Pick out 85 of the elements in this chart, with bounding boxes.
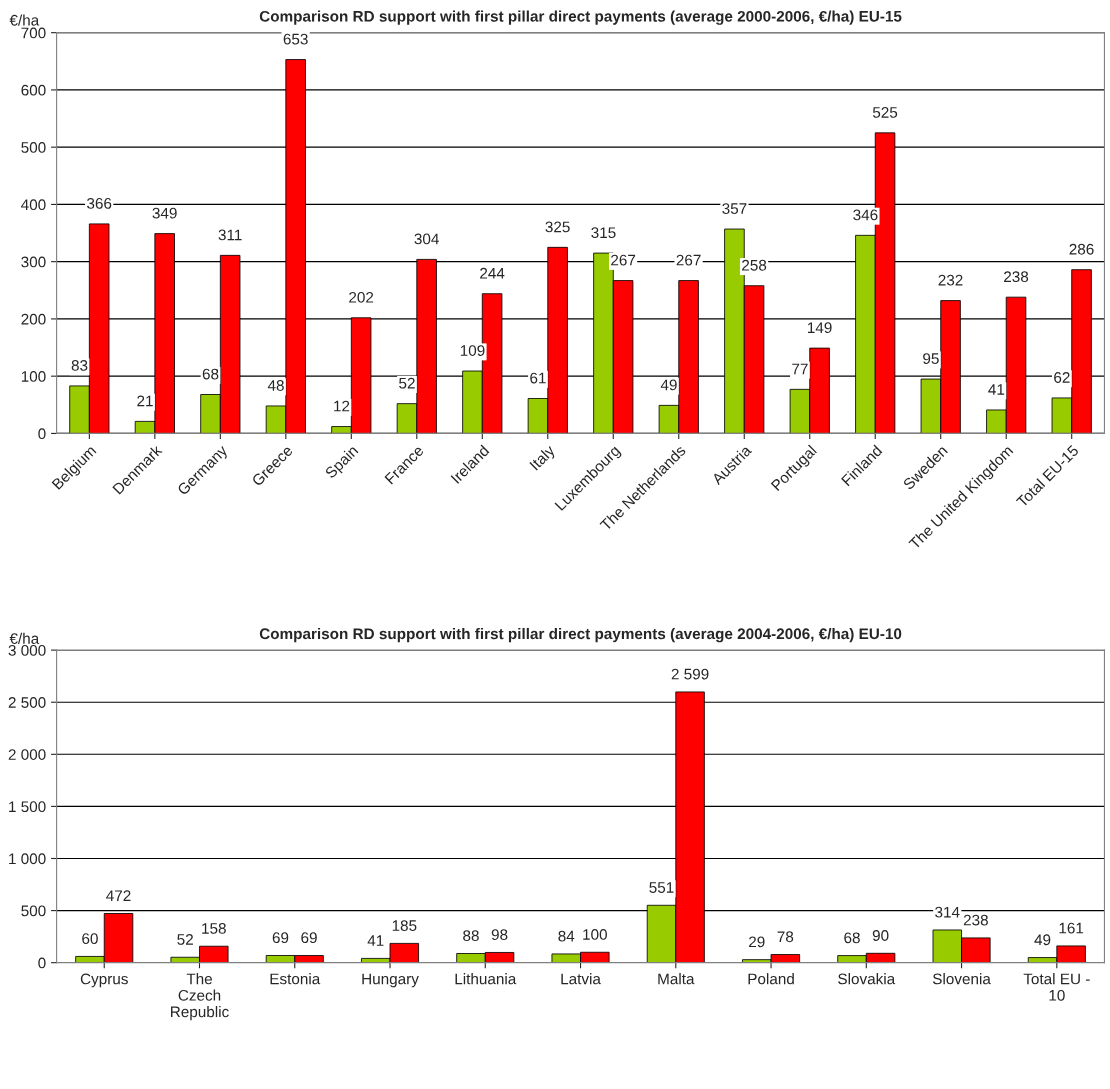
data-label: 267 bbox=[611, 254, 636, 266]
data-label: 158 bbox=[202, 923, 226, 934]
data-label: 149 bbox=[807, 322, 832, 334]
data-label: 78 bbox=[777, 931, 794, 943]
data-label: 258 bbox=[742, 259, 767, 271]
data-label: 2 599 bbox=[671, 668, 709, 680]
data-label: 95 bbox=[923, 353, 939, 364]
y-tick-label: 2 000 bbox=[8, 749, 46, 760]
data-label: 48 bbox=[267, 380, 284, 391]
y-tick-label: 1 500 bbox=[9, 801, 46, 813]
data-label: 346 bbox=[853, 209, 878, 221]
data-label: 52 bbox=[177, 934, 193, 945]
x-tick-label: Malta bbox=[658, 973, 695, 985]
x-tick-label: Hungary bbox=[362, 973, 419, 988]
y-tick-label: 300 bbox=[21, 256, 46, 268]
y-tick-label: 400 bbox=[21, 199, 46, 211]
x-tick-label: Cyprus bbox=[80, 973, 128, 988]
data-label: 52 bbox=[399, 377, 415, 389]
x-tick-label: Latvia bbox=[561, 973, 601, 985]
data-label: 286 bbox=[1069, 243, 1094, 255]
data-label: 185 bbox=[392, 920, 417, 932]
y-axis-title: €/ha bbox=[9, 14, 40, 26]
data-label: 68 bbox=[844, 932, 860, 944]
data-label: 84 bbox=[558, 930, 575, 942]
y-tick-label: 0 bbox=[38, 957, 46, 969]
data-label: 29 bbox=[749, 936, 765, 948]
data-label: 653 bbox=[283, 33, 308, 45]
data-label: 68 bbox=[202, 368, 219, 380]
data-label: 366 bbox=[87, 198, 112, 209]
data-label: 525 bbox=[872, 107, 898, 118]
data-label: 315 bbox=[591, 227, 616, 239]
data-label: 311 bbox=[218, 229, 242, 241]
data-label: 88 bbox=[463, 930, 479, 942]
y-tick-label: 2 500 bbox=[8, 697, 46, 708]
x-tick-label: Slovenia bbox=[932, 973, 991, 985]
y-tick-label: 1 000 bbox=[9, 853, 46, 865]
x-tick-label: Slovakia bbox=[838, 973, 896, 985]
data-label: 62 bbox=[1054, 372, 1070, 383]
data-label: 69 bbox=[301, 932, 317, 944]
data-label: 357 bbox=[722, 203, 747, 214]
data-label: 69 bbox=[272, 932, 289, 944]
data-label: 90 bbox=[872, 930, 889, 941]
data-label: 109 bbox=[460, 345, 485, 356]
x-tick-label: Italy bbox=[528, 443, 558, 473]
data-label: 304 bbox=[414, 233, 439, 245]
data-label: 551 bbox=[649, 882, 674, 893]
data-label: 41 bbox=[367, 935, 384, 946]
data-label: 98 bbox=[491, 929, 508, 941]
data-label: 244 bbox=[480, 267, 505, 279]
x-tick-label: Total EU - 10 bbox=[1023, 973, 1090, 1001]
chart-title: Comparison RD support with first pillar direct payments (average 2000-2006, €/ha) EU-15 bbox=[259, 10, 902, 25]
data-label: 267 bbox=[676, 254, 701, 266]
data-label: 49 bbox=[660, 379, 677, 391]
data-label: 77 bbox=[792, 363, 808, 375]
y-tick-label: 100 bbox=[21, 371, 46, 382]
y-tick-label: 600 bbox=[21, 84, 46, 96]
data-label: 314 bbox=[935, 906, 960, 918]
data-label: 161 bbox=[1059, 922, 1084, 934]
y-axis-title: €/ha bbox=[9, 632, 40, 644]
data-label: 83 bbox=[71, 360, 88, 371]
data-label: 349 bbox=[152, 207, 177, 219]
y-tick-label: 500 bbox=[21, 142, 46, 153]
data-label: 325 bbox=[545, 221, 570, 233]
y-tick-label: 0 bbox=[38, 428, 46, 440]
x-tick-label: Lithuania bbox=[455, 973, 517, 985]
data-label: 232 bbox=[938, 274, 963, 286]
data-label: 21 bbox=[137, 395, 153, 407]
y-tick-label: 700 bbox=[21, 27, 46, 39]
x-tick-label: The Czech Republic bbox=[171, 973, 229, 1021]
x-tick-label: Poland bbox=[748, 973, 794, 985]
y-tick-label: 200 bbox=[21, 313, 46, 325]
y-tick-label: 500 bbox=[21, 905, 46, 917]
chart-title: Comparison RD support with first pillar direct payments (average 2004-2006, €/ha) EU-10 bbox=[259, 627, 902, 643]
data-label: 238 bbox=[963, 914, 988, 926]
data-label: 41 bbox=[988, 384, 1005, 395]
data-label: 238 bbox=[1004, 271, 1029, 283]
data-label: 61 bbox=[530, 372, 546, 384]
data-label: 472 bbox=[106, 890, 131, 901]
data-label: 12 bbox=[334, 400, 350, 412]
data-label: 202 bbox=[349, 291, 374, 303]
x-tick-label: Estonia bbox=[270, 973, 321, 985]
data-label: 49 bbox=[1034, 934, 1051, 946]
data-label: 100 bbox=[583, 929, 607, 940]
y-tick-label: 3 000 bbox=[8, 645, 46, 656]
data-label: 60 bbox=[82, 933, 98, 945]
